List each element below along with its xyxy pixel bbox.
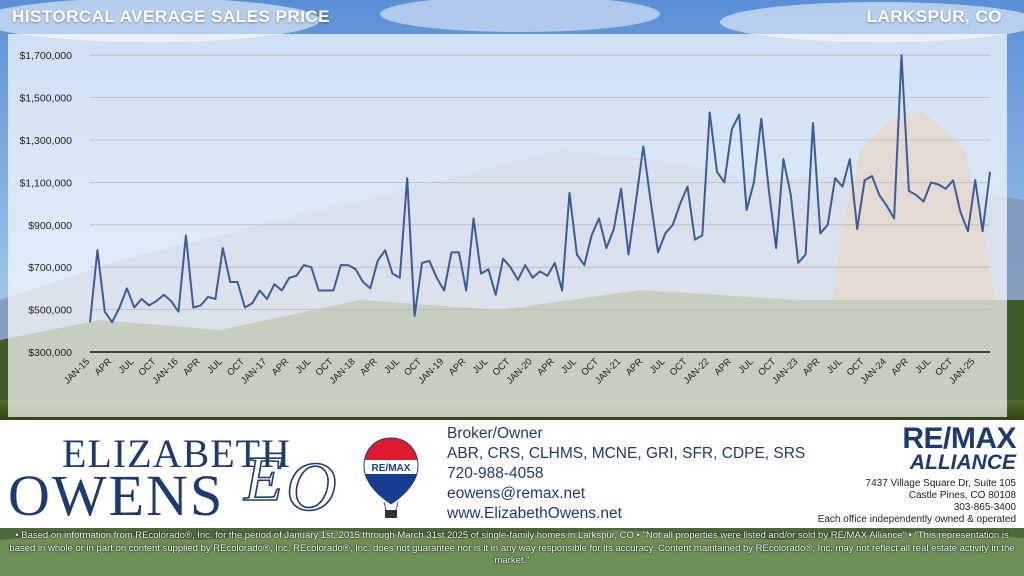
y-tick-label: $1,300,000 [19, 135, 72, 147]
office-brand: RE/MAX [902, 422, 1016, 455]
contact-designations: ABR, CRS, CLHMS, MCNE, GRI, SFR, CDPE, S… [447, 445, 806, 462]
y-tick-label: $1,100,000 [19, 177, 72, 189]
office-address-line2: Castle Pines, CO 80108 [908, 490, 1016, 501]
office-note: Each office independently owned & operat… [817, 514, 1016, 525]
y-tick-label: $1,500,000 [19, 93, 72, 105]
series-line [89, 54, 991, 324]
balloon-text: RE/MAX [372, 463, 411, 474]
y-tick-label: $500,000 [28, 305, 72, 317]
y-axis-ticks: $300,000 $500,000 $700,000 $900,000 $1,100,0… [19, 50, 72, 359]
footer-panel: ELIZABETH OWENS E O RE/MAX Broker/Owner … [0, 420, 1024, 528]
svg-text:O: O [286, 449, 337, 524]
page-title: HISTORCAL AVERAGE SALES PRICE [12, 7, 331, 26]
office-address-line1: 7437 Village Square Dr, Suite 105 [865, 478, 1016, 489]
sales-price-line-chart: $300,000 $500,000 $700,000 $900,000 $1,100,0… [8, 34, 1007, 417]
y-tick-label: $900,000 [28, 220, 72, 232]
contact-website[interactable]: www.ElizabethOwens.net [447, 505, 622, 522]
location-label: LARKSPUR, CO [866, 7, 1002, 26]
contact-email[interactable]: eowens@remax.net [447, 485, 586, 502]
y-tick-label: $300,000 [28, 347, 72, 359]
grid-lines [90, 54, 990, 353]
y-tick-label: $700,000 [28, 262, 72, 274]
disclaimer-text: • Based on information from REcolorado®,… [9, 530, 1015, 566]
logo-last-name: OWENS [8, 463, 225, 528]
contact-phone[interactable]: 720-988-4058 [447, 465, 544, 482]
remax-balloon-logo: RE/MAX [363, 437, 419, 518]
office-phone: 303-865-3400 [953, 502, 1016, 513]
logo-first-name: ELIZABETH [62, 431, 291, 476]
y-tick-label: $1,700,000 [19, 50, 72, 62]
monogram-logo: E O [242, 442, 337, 524]
contact-role: Broker/Owner [447, 425, 543, 442]
svg-text:E: E [243, 443, 283, 514]
office-sub-brand: ALLIANCE [909, 451, 1016, 474]
